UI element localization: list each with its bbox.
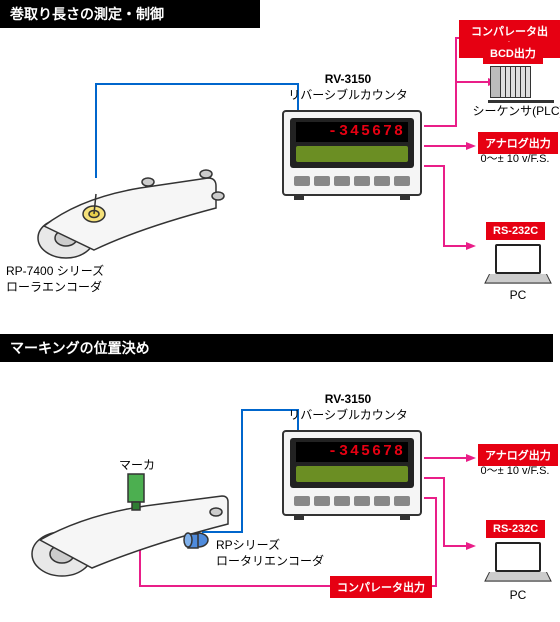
section1-title: 巻取り長さの測定・制御 xyxy=(0,0,260,28)
counter-device-2: -345678 xyxy=(282,430,422,516)
counter1-lcd xyxy=(296,146,408,162)
analog-range-2: 0～± 10 v/F.S. xyxy=(470,464,560,478)
plc-label: シーケンサ(PLC) xyxy=(468,104,560,120)
tag-analog-2: アナログ出力 xyxy=(478,444,558,466)
tag-rs232c-1: RS-232C xyxy=(486,222,545,240)
marker-label: マーカ xyxy=(112,458,162,474)
tag-analog-1: アナログ出力 xyxy=(478,132,558,154)
roller-assembly-2-icon xyxy=(32,474,228,576)
encoder1-label: RP-7400 シリーズ ローラエンコーダ xyxy=(6,264,104,295)
counter2-lcd xyxy=(296,466,408,482)
section-marking-position: マーキングの位置決め xyxy=(0,334,560,622)
section1-diagram: RV-3150 リバーシブルカウンタ -345678 コンパレータ出力 BCD出… xyxy=(0,28,560,308)
tag-bcd-1: BCD出力 xyxy=(483,42,543,64)
tag-comparator-2: コンパレータ出力 xyxy=(330,576,432,598)
tag-rs232c-2: RS-232C xyxy=(486,520,545,538)
roller-assembly-icon xyxy=(38,170,224,258)
counter1-name: リバーシブルカウンタ xyxy=(278,88,418,104)
counter2-display: -345678 xyxy=(296,442,408,462)
counter2-name: リバーシブルカウンタ xyxy=(278,408,418,424)
section-winding-length: 巻取り長さの測定・制御 xyxy=(0,0,560,308)
plc-icon xyxy=(490,66,552,100)
pc-label-2: PC xyxy=(488,588,548,604)
counter2-model: RV-3150 xyxy=(278,392,418,408)
counter1-model: RV-3150 xyxy=(278,72,418,88)
pc-label-1: PC xyxy=(488,288,548,304)
laptop-icon-2 xyxy=(488,542,548,588)
encoder2-label: RPシリーズ ロータリエンコーダ xyxy=(216,538,324,569)
counter-device-1: -345678 xyxy=(282,110,422,196)
counter1-display: -345678 xyxy=(296,122,408,142)
analog-range-1: 0～± 10 v/F.S. xyxy=(470,152,560,166)
section2-title: マーキングの位置決め xyxy=(0,334,553,362)
section2-diagram: RV-3150 リバーシブルカウンタ -345678 マーカ アナログ出力 0～… xyxy=(0,362,560,622)
laptop-icon-1 xyxy=(488,244,548,290)
